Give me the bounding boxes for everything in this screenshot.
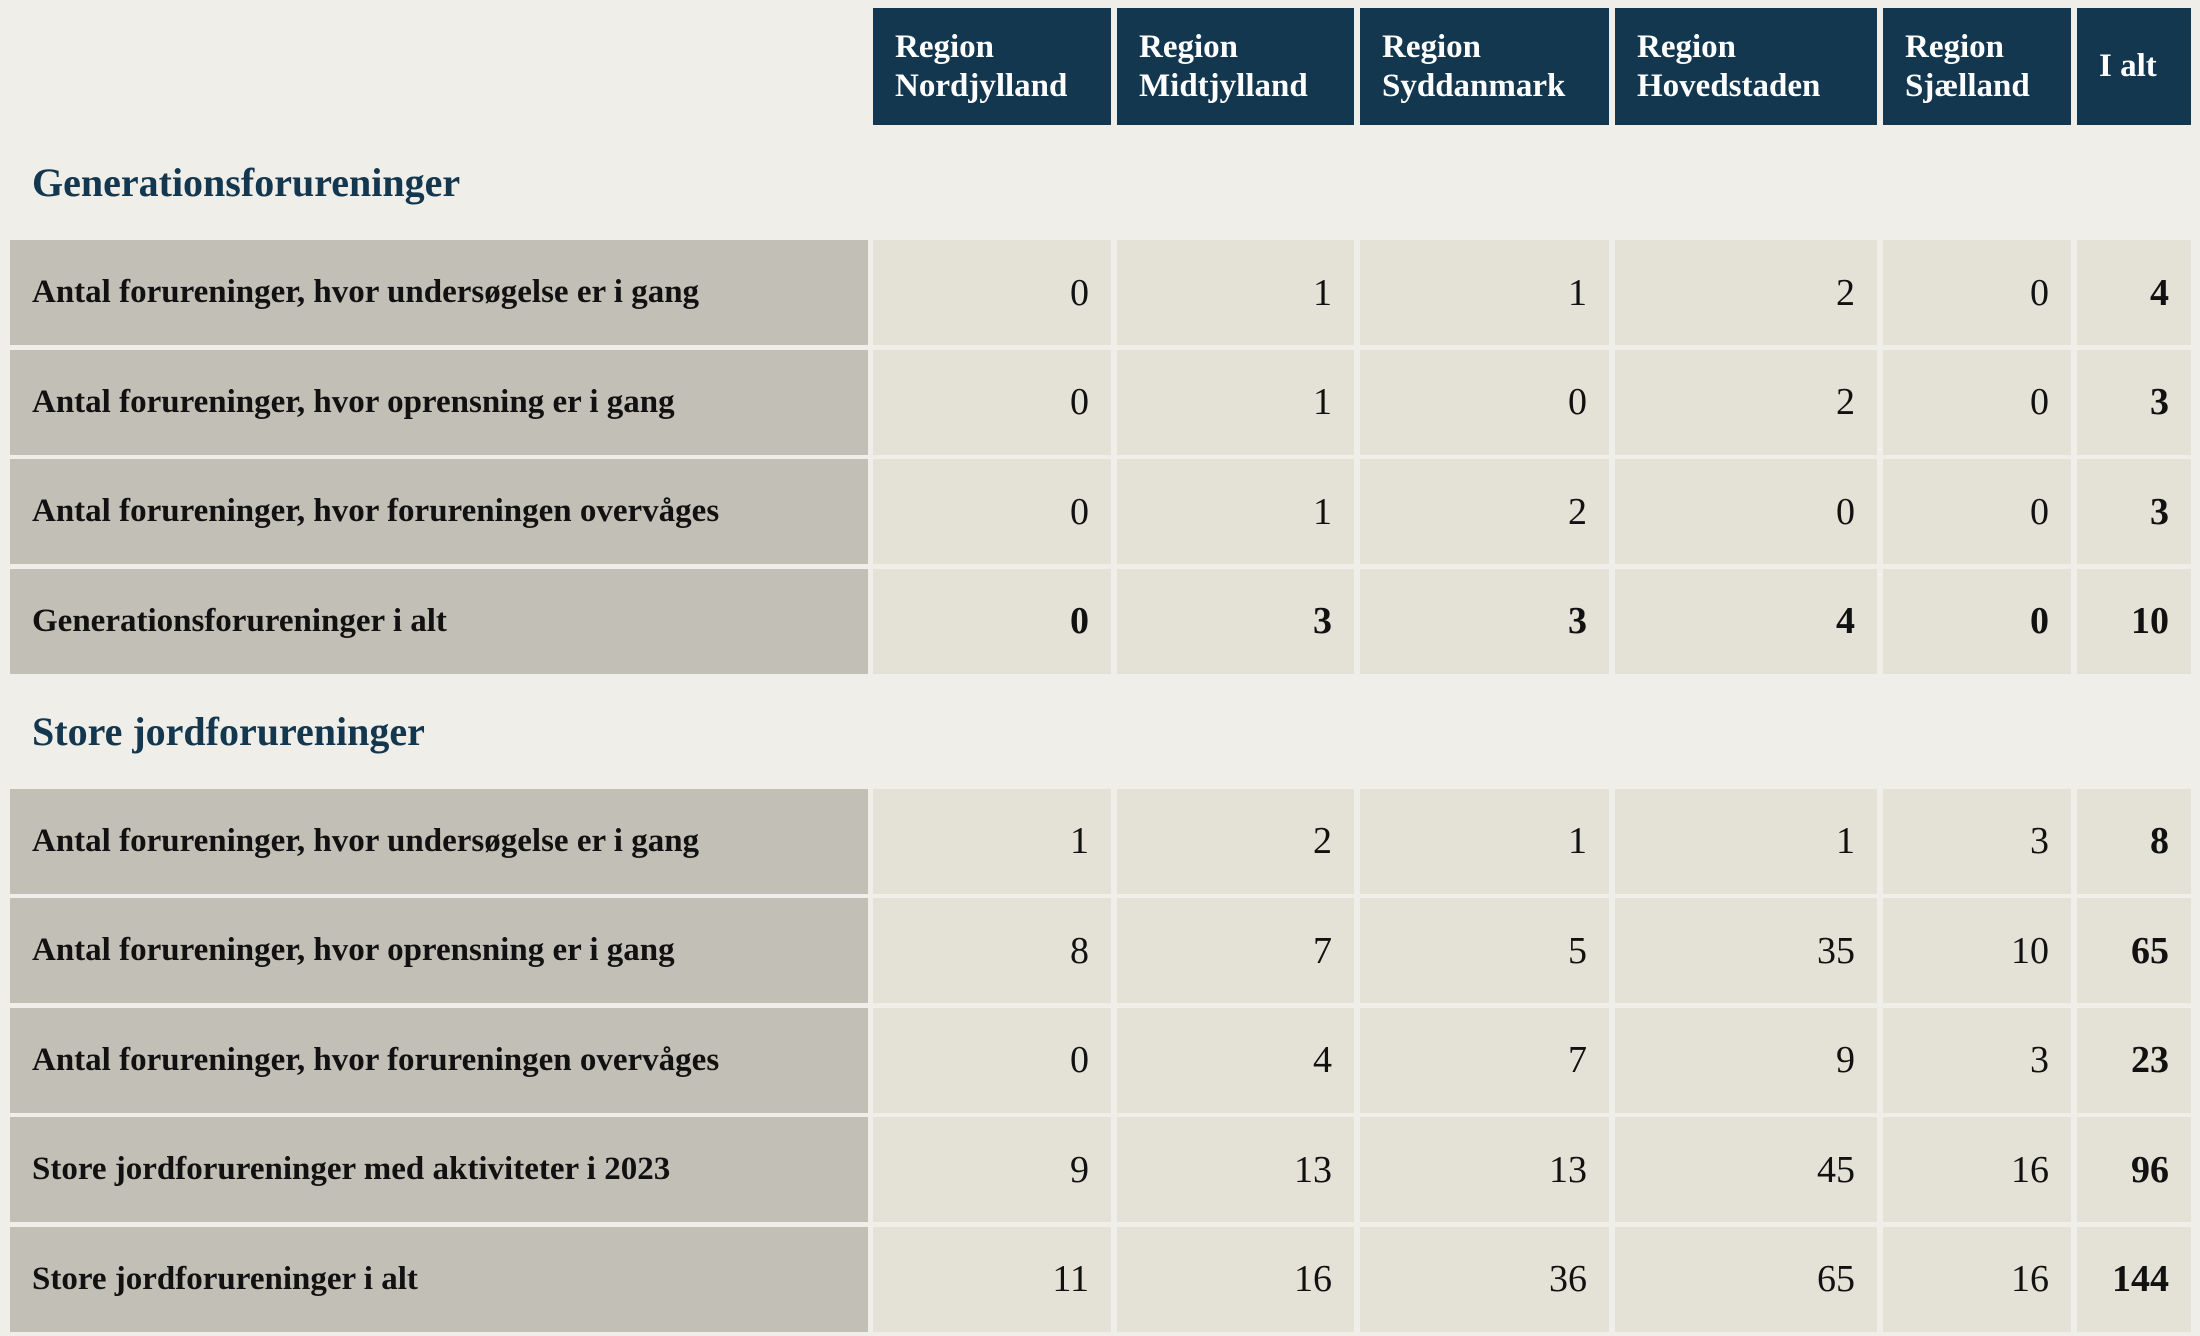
value-cell: 10 — [2077, 568, 2191, 674]
section-title: Store jordforureninger — [32, 708, 425, 754]
value-cell: 0 — [1883, 459, 2071, 564]
value-cell: 96 — [2077, 1117, 2191, 1222]
value-cell: 3 — [2077, 459, 2191, 564]
value-cell: 36 — [1360, 1226, 1609, 1332]
value-cell: 2 — [1360, 459, 1609, 564]
value-cell: 4 — [2077, 240, 2191, 345]
value-cell: 11 — [873, 1226, 1111, 1332]
row-label: Antal forureninger, hvor oprensning er i… — [10, 349, 868, 455]
section-title: Generationsforureninger — [32, 160, 461, 205]
value-cell: 0 — [873, 349, 1111, 455]
value-cell: 0 — [873, 240, 1111, 345]
value-cell: 0 — [873, 568, 1111, 674]
value-cell: 16 — [1117, 1226, 1354, 1332]
value-cell: 0 — [1883, 568, 2071, 674]
value-cell: 2 — [1615, 349, 1877, 455]
value-cell: 1 — [1117, 459, 1354, 564]
row-label: Antal forureninger, hvor forureningen ov… — [10, 1007, 868, 1113]
value-cell: 16 — [1883, 1226, 2071, 1332]
row-label: Antal forureninger, hvor forureningen ov… — [10, 459, 868, 564]
value-cell: 8 — [873, 898, 1111, 1003]
row-label: Antal forureninger, hvor undersøgelse er… — [10, 788, 868, 894]
column-header: Region Nordjylland — [873, 8, 1111, 125]
value-cell: 10 — [1883, 898, 2071, 1003]
value-cell: 65 — [1615, 1226, 1877, 1332]
value-cell: 1 — [873, 788, 1111, 894]
row-label: Store jordforureninger i alt — [10, 1226, 868, 1332]
value-cell: 23 — [2077, 1007, 2191, 1113]
value-cell: 9 — [1615, 1007, 1877, 1113]
value-cell: 0 — [873, 459, 1111, 564]
value-cell: 4 — [1615, 568, 1877, 674]
value-cell: 16 — [1883, 1117, 2071, 1222]
value-cell: 3 — [1360, 568, 1609, 674]
column-header: Region Syddanmark — [1360, 8, 1609, 125]
row-label: Antal forureninger, hvor oprensning er i… — [10, 898, 868, 1003]
value-cell: 0 — [1615, 459, 1877, 564]
value-cell: 0 — [1883, 349, 2071, 455]
value-cell: 0 — [1883, 240, 2071, 345]
value-cell: 1 — [1360, 788, 1609, 894]
column-header: Region Midtjylland — [1117, 8, 1354, 125]
column-header: Region Sjælland — [1883, 8, 2071, 125]
value-cell: 144 — [2077, 1226, 2191, 1332]
column-header: Region Hovedstaden — [1615, 8, 1877, 125]
value-cell: 1 — [1360, 240, 1609, 345]
row-label: Antal forureninger, hvor undersøgelse er… — [10, 240, 868, 345]
value-cell: 8 — [2077, 788, 2191, 894]
value-cell: 2 — [1615, 240, 1877, 345]
value-cell: 9 — [873, 1117, 1111, 1222]
value-cell: 0 — [873, 1007, 1111, 1113]
value-cell: 13 — [1360, 1117, 1609, 1222]
column-header: I alt — [2077, 8, 2191, 125]
value-cell: 45 — [1615, 1117, 1877, 1222]
row-label: Generationsforureninger i alt — [10, 568, 868, 674]
value-cell: 1 — [1117, 349, 1354, 455]
value-cell: 5 — [1360, 898, 1609, 1003]
value-cell: 65 — [2077, 898, 2191, 1003]
value-cell: 0 — [1360, 349, 1609, 455]
value-cell: 3 — [1117, 568, 1354, 674]
value-cell: 13 — [1117, 1117, 1354, 1222]
value-cell: 1 — [1615, 788, 1877, 894]
value-cell: 2 — [1117, 788, 1354, 894]
value-cell: 35 — [1615, 898, 1877, 1003]
row-label: Store jordforureninger med aktiviteter i… — [10, 1117, 868, 1222]
value-cell: 3 — [1883, 1007, 2071, 1113]
value-cell: 1 — [1117, 240, 1354, 345]
value-cell: 3 — [2077, 349, 2191, 455]
value-cell: 7 — [1117, 898, 1354, 1003]
value-cell: 4 — [1117, 1007, 1354, 1113]
value-cell: 3 — [1883, 788, 2071, 894]
value-cell: 7 — [1360, 1007, 1609, 1113]
